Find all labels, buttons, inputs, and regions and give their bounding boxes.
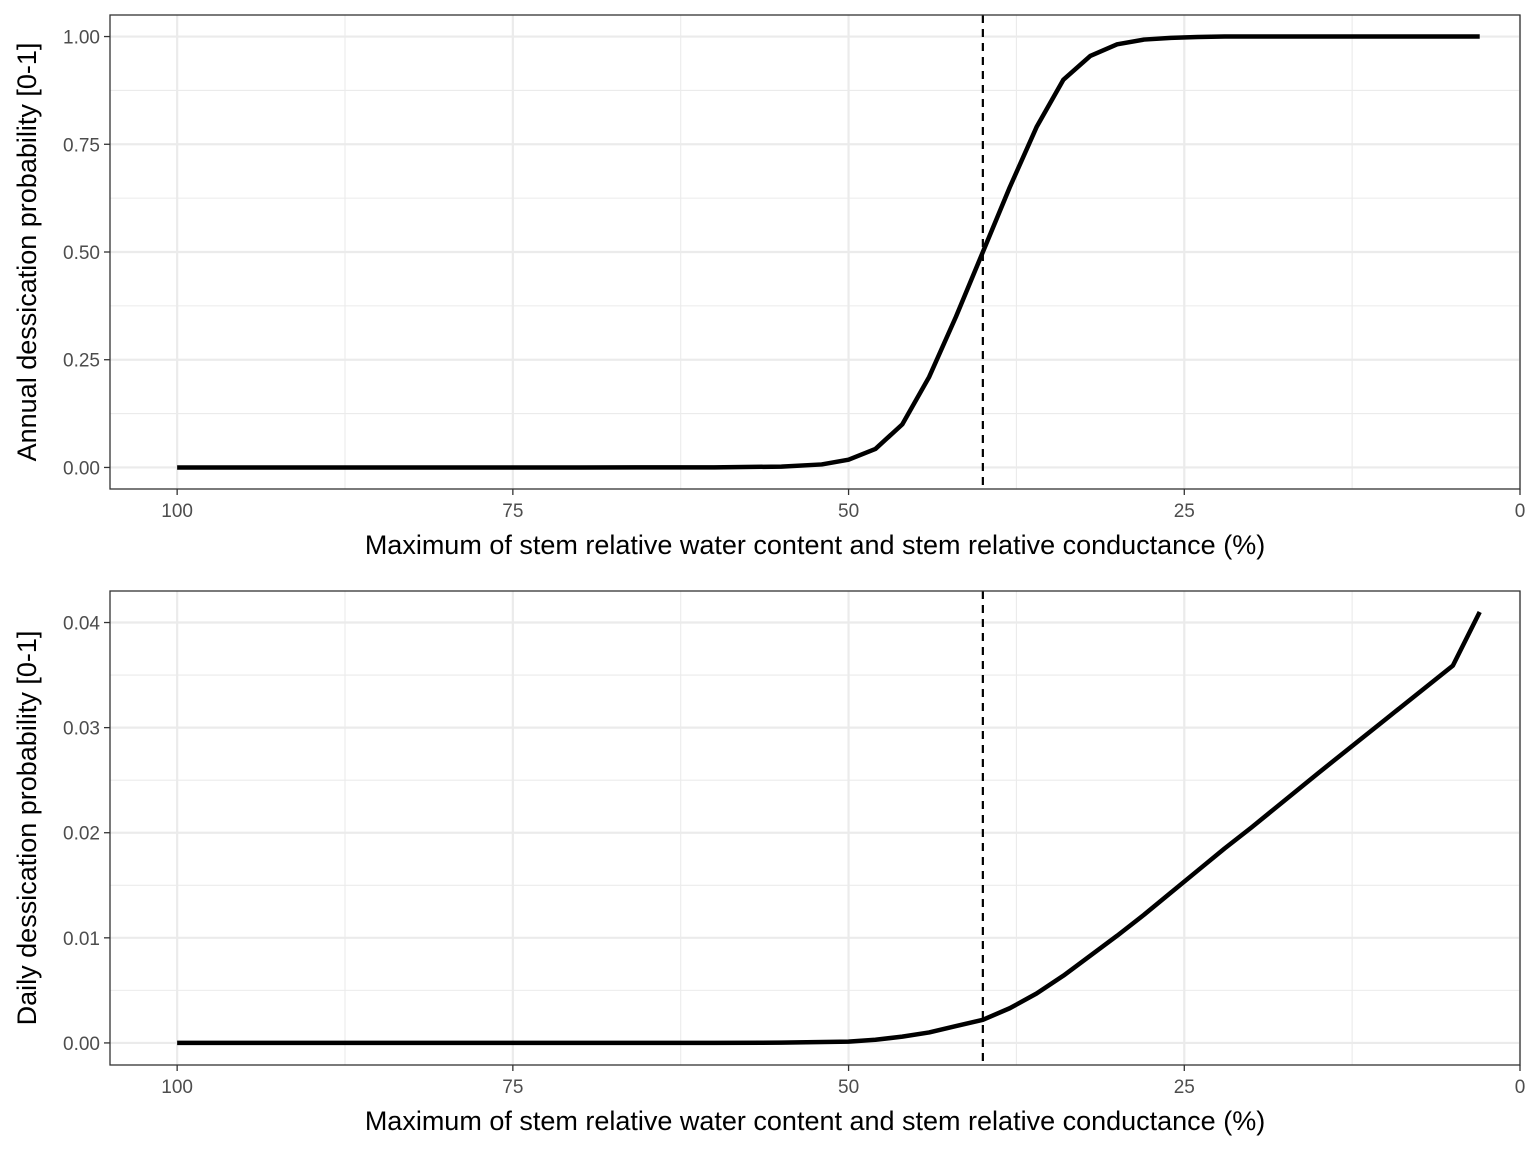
y-tick-label: 0.03 [63, 719, 100, 740]
probability-curve [177, 34, 1480, 470]
y-axis-title: Daily dessication probability [0-1] [12, 631, 42, 1026]
x-tick-label: 75 [502, 1077, 523, 1098]
x-tick-label: 0 [1515, 501, 1526, 522]
daily-probability-panel: 100 75 50 25 0 0.00 0.01 0.02 0.03 0.04 Maximum of… [12, 590, 1526, 1136]
y-tick-label: 0.75 [63, 135, 100, 156]
y-tick-label: 0.04 [63, 614, 100, 635]
x-tick-label: 25 [1174, 501, 1195, 522]
x-axis-title: Maximum of stem relative water content a… [365, 1106, 1265, 1136]
x-axis-title: Maximum of stem relative water content a… [365, 530, 1265, 560]
x-tick-label: 75 [502, 501, 523, 522]
x-tick-label: 50 [838, 1077, 859, 1098]
y-axis-title: Annual dessication probability [0-1] [12, 43, 42, 462]
y-tick-label: 0.01 [63, 929, 100, 950]
y-tick-label: 0.50 [63, 243, 100, 264]
y-tick-label: 0.02 [63, 824, 100, 845]
panel-border [109, 590, 1521, 1066]
probability-curve [177, 611, 1482, 1046]
x-tick-label: 25 [1174, 1077, 1195, 1098]
annual-probability-panel: 100 75 50 25 0 0.00 0.25 0.50 0.75 1.00 Maximum of… [12, 14, 1526, 560]
y-tick-label: 0.25 [63, 351, 100, 372]
x-tick-label: 100 [161, 1077, 193, 1098]
x-tick-label: 50 [838, 501, 859, 522]
y-tick-label: 0.00 [63, 1034, 100, 1055]
y-tick-label: 1.00 [63, 28, 100, 49]
y-tick-label: 0.00 [63, 458, 100, 479]
x-tick-label: 100 [161, 501, 193, 522]
x-tick-label: 0 [1515, 1077, 1526, 1098]
